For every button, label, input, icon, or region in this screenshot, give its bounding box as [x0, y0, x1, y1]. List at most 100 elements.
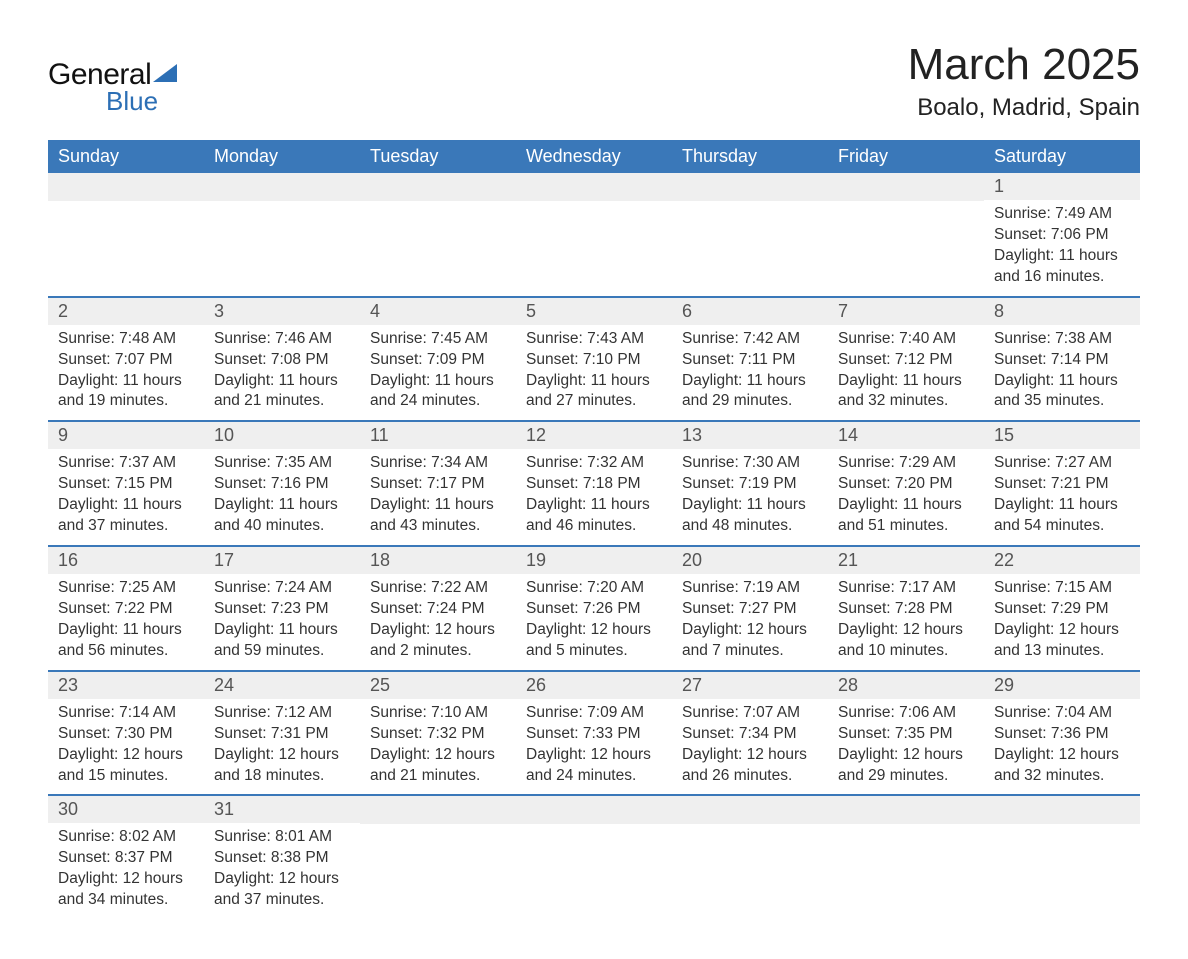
sunset-line: Sunset: 7:10 PM [526, 350, 662, 371]
day-number: 17 [204, 547, 360, 574]
sunrise-line: Sunrise: 7:20 AM [526, 578, 662, 599]
sunset-line: Sunset: 8:38 PM [214, 848, 350, 869]
sunrise-line: Sunrise: 8:02 AM [58, 827, 194, 848]
day-data: Sunrise: 7:24 AMSunset: 7:23 PMDaylight:… [204, 574, 360, 670]
day-number: 31 [204, 796, 360, 823]
sunrise-line: Sunrise: 7:30 AM [682, 453, 818, 474]
sunset-line: Sunset: 8:37 PM [58, 848, 194, 869]
sunset-line: Sunset: 7:31 PM [214, 724, 350, 745]
daylight-line: Daylight: 11 hours and 43 minutes. [370, 495, 506, 537]
sunset-line: Sunset: 7:20 PM [838, 474, 974, 495]
sunset-line: Sunset: 7:21 PM [994, 474, 1130, 495]
calendar-cell: 8Sunrise: 7:38 AMSunset: 7:14 PMDaylight… [984, 297, 1140, 422]
calendar-cell: 17Sunrise: 7:24 AMSunset: 7:23 PMDayligh… [204, 546, 360, 671]
day-number: 29 [984, 672, 1140, 699]
sunset-line: Sunset: 7:17 PM [370, 474, 506, 495]
calendar-week-row: 30Sunrise: 8:02 AMSunset: 8:37 PMDayligh… [48, 795, 1140, 919]
day-number [360, 796, 516, 824]
day-number [984, 796, 1140, 824]
sunrise-line: Sunrise: 7:07 AM [682, 703, 818, 724]
sunset-line: Sunset: 7:28 PM [838, 599, 974, 620]
calendar-cell [828, 795, 984, 919]
daylight-line: Daylight: 11 hours and 51 minutes. [838, 495, 974, 537]
logo: General Blue [48, 58, 177, 117]
sunset-line: Sunset: 7:23 PM [214, 599, 350, 620]
day-number: 10 [204, 422, 360, 449]
daylight-line: Daylight: 12 hours and 5 minutes. [526, 620, 662, 662]
day-data: Sunrise: 7:19 AMSunset: 7:27 PMDaylight:… [672, 574, 828, 670]
sunset-line: Sunset: 7:27 PM [682, 599, 818, 620]
daylight-line: Daylight: 12 hours and 13 minutes. [994, 620, 1130, 662]
sunrise-line: Sunrise: 7:38 AM [994, 329, 1130, 350]
day-data [672, 201, 828, 234]
calendar-cell: 2Sunrise: 7:48 AMSunset: 7:07 PMDaylight… [48, 297, 204, 422]
calendar-cell: 22Sunrise: 7:15 AMSunset: 7:29 PMDayligh… [984, 546, 1140, 671]
day-number: 2 [48, 298, 204, 325]
daylight-line: Daylight: 11 hours and 56 minutes. [58, 620, 194, 662]
day-data: Sunrise: 8:01 AMSunset: 8:38 PMDaylight:… [204, 823, 360, 919]
sunrise-line: Sunrise: 7:35 AM [214, 453, 350, 474]
daylight-line: Daylight: 11 hours and 48 minutes. [682, 495, 818, 537]
day-number: 7 [828, 298, 984, 325]
day-data [48, 201, 204, 234]
sunset-line: Sunset: 7:32 PM [370, 724, 506, 745]
day-data [984, 824, 1140, 857]
calendar-cell [516, 795, 672, 919]
day-number: 23 [48, 672, 204, 699]
sunrise-line: Sunrise: 7:10 AM [370, 703, 506, 724]
logo-triangle-icon [153, 64, 177, 82]
day-number: 16 [48, 547, 204, 574]
day-data [360, 824, 516, 857]
sunset-line: Sunset: 7:24 PM [370, 599, 506, 620]
day-data: Sunrise: 7:15 AMSunset: 7:29 PMDaylight:… [984, 574, 1140, 670]
sunrise-line: Sunrise: 7:32 AM [526, 453, 662, 474]
day-data: Sunrise: 7:14 AMSunset: 7:30 PMDaylight:… [48, 699, 204, 795]
day-data: Sunrise: 7:30 AMSunset: 7:19 PMDaylight:… [672, 449, 828, 545]
header: General Blue March 2025 Boalo, Madrid, S… [48, 40, 1140, 122]
day-number: 5 [516, 298, 672, 325]
sunset-line: Sunset: 7:14 PM [994, 350, 1130, 371]
weekday-header: Thursday [672, 140, 828, 173]
day-number [48, 173, 204, 201]
sunrise-line: Sunrise: 7:45 AM [370, 329, 506, 350]
calendar-cell [672, 173, 828, 297]
weekday-header: Saturday [984, 140, 1140, 173]
daylight-line: Daylight: 12 hours and 32 minutes. [994, 745, 1130, 787]
sunrise-line: Sunrise: 7:14 AM [58, 703, 194, 724]
day-data [360, 201, 516, 234]
daylight-line: Daylight: 12 hours and 18 minutes. [214, 745, 350, 787]
day-data [828, 824, 984, 857]
sunset-line: Sunset: 7:30 PM [58, 724, 194, 745]
day-data: Sunrise: 7:40 AMSunset: 7:12 PMDaylight:… [828, 325, 984, 421]
sunset-line: Sunset: 7:08 PM [214, 350, 350, 371]
title-block: March 2025 Boalo, Madrid, Spain [908, 40, 1140, 122]
daylight-line: Daylight: 11 hours and 35 minutes. [994, 371, 1130, 413]
sunrise-line: Sunrise: 7:49 AM [994, 204, 1130, 225]
calendar-cell: 13Sunrise: 7:30 AMSunset: 7:19 PMDayligh… [672, 421, 828, 546]
sunrise-line: Sunrise: 7:42 AM [682, 329, 818, 350]
daylight-line: Daylight: 11 hours and 16 minutes. [994, 246, 1130, 288]
day-number: 20 [672, 547, 828, 574]
sunset-line: Sunset: 7:35 PM [838, 724, 974, 745]
calendar-cell: 4Sunrise: 7:45 AMSunset: 7:09 PMDaylight… [360, 297, 516, 422]
day-number: 9 [48, 422, 204, 449]
day-number: 3 [204, 298, 360, 325]
month-title: March 2025 [908, 40, 1140, 90]
day-data: Sunrise: 7:46 AMSunset: 7:08 PMDaylight:… [204, 325, 360, 421]
calendar-cell: 5Sunrise: 7:43 AMSunset: 7:10 PMDaylight… [516, 297, 672, 422]
sunset-line: Sunset: 7:16 PM [214, 474, 350, 495]
calendar-week-row: 23Sunrise: 7:14 AMSunset: 7:30 PMDayligh… [48, 671, 1140, 796]
daylight-line: Daylight: 11 hours and 21 minutes. [214, 371, 350, 413]
calendar-cell [984, 795, 1140, 919]
day-number [672, 173, 828, 201]
sunrise-line: Sunrise: 7:34 AM [370, 453, 506, 474]
day-number [828, 173, 984, 201]
sunrise-line: Sunrise: 7:15 AM [994, 578, 1130, 599]
calendar-week-row: 1Sunrise: 7:49 AMSunset: 7:06 PMDaylight… [48, 173, 1140, 297]
calendar-week-row: 9Sunrise: 7:37 AMSunset: 7:15 PMDaylight… [48, 421, 1140, 546]
calendar-table: SundayMondayTuesdayWednesdayThursdayFrid… [48, 140, 1140, 919]
calendar-cell [48, 173, 204, 297]
calendar-cell: 19Sunrise: 7:20 AMSunset: 7:26 PMDayligh… [516, 546, 672, 671]
day-data: Sunrise: 7:45 AMSunset: 7:09 PMDaylight:… [360, 325, 516, 421]
sunrise-line: Sunrise: 7:29 AM [838, 453, 974, 474]
